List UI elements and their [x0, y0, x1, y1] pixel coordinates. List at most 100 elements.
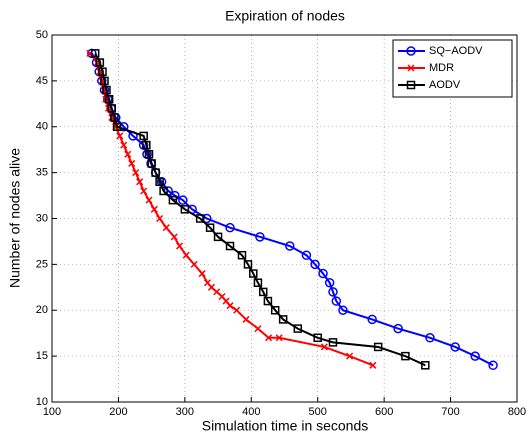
point — [190, 260, 198, 268]
series-line — [94, 52, 426, 367]
point — [242, 315, 250, 323]
legend-marker — [407, 64, 415, 72]
point — [176, 242, 184, 250]
point — [159, 186, 168, 196]
point — [313, 333, 322, 343]
point — [95, 58, 105, 67]
point — [107, 104, 117, 113]
x-tick-label: 500 — [309, 406, 327, 418]
point — [128, 159, 136, 167]
point — [170, 233, 178, 241]
point — [265, 334, 273, 342]
y-tick-label: 25 — [36, 258, 48, 270]
point — [202, 213, 212, 224]
point — [243, 260, 253, 269]
point — [373, 342, 383, 352]
point — [254, 325, 262, 333]
point — [346, 352, 354, 360]
point — [488, 360, 498, 371]
point — [301, 250, 312, 260]
point — [367, 314, 377, 325]
point — [139, 131, 148, 141]
point — [132, 169, 140, 177]
legend-marker — [406, 46, 416, 56]
point — [328, 287, 338, 297]
point — [170, 190, 180, 201]
point — [144, 150, 154, 159]
chart-title: Expiration of nodes — [225, 8, 345, 24]
point — [100, 76, 109, 86]
y-tick-label: 10 — [36, 396, 48, 408]
x-tick-label: 200 — [109, 406, 127, 418]
point — [147, 159, 156, 168]
point — [195, 214, 205, 223]
point — [156, 214, 164, 223]
point — [178, 195, 188, 205]
x-tick-label: 800 — [508, 406, 526, 418]
point — [151, 168, 160, 177]
point — [425, 333, 435, 343]
point — [393, 323, 403, 334]
x-tick-label: 600 — [375, 406, 393, 418]
point — [338, 305, 348, 315]
y-tick-label: 20 — [36, 304, 48, 316]
y-axis-label: Number of nodes alive — [7, 148, 23, 288]
point — [150, 205, 158, 213]
point — [270, 306, 280, 315]
legend-label: MDR — [429, 62, 454, 74]
x-tick-label: 700 — [441, 406, 459, 418]
point — [253, 278, 263, 287]
y-tick-label: 45 — [36, 75, 48, 87]
point — [275, 334, 283, 342]
point — [225, 222, 235, 233]
point — [180, 205, 190, 214]
point — [226, 302, 234, 310]
point — [213, 232, 223, 242]
point — [263, 296, 273, 306]
point — [369, 361, 377, 369]
point — [98, 67, 107, 76]
point — [470, 351, 480, 361]
point — [331, 296, 342, 306]
point — [278, 315, 288, 324]
point — [324, 277, 335, 288]
point — [136, 178, 144, 186]
point — [90, 49, 100, 58]
point — [318, 268, 328, 279]
point — [140, 187, 148, 195]
point — [258, 287, 268, 297]
point — [142, 140, 151, 150]
y-tick-label: 35 — [36, 167, 48, 179]
point — [328, 338, 338, 347]
plot-frame — [51, 34, 518, 403]
point — [233, 306, 241, 314]
legend-marker — [406, 80, 416, 90]
point — [450, 342, 460, 352]
point — [104, 94, 114, 104]
x-tick-label: 400 — [242, 406, 260, 418]
point — [168, 195, 178, 205]
point — [112, 122, 122, 131]
x-tick-label: 100 — [43, 406, 61, 418]
y-tick-label: 30 — [36, 212, 48, 224]
point — [401, 351, 410, 361]
legend-label: SQ−AODV — [429, 45, 483, 57]
point — [255, 232, 265, 242]
point — [293, 324, 303, 333]
legend-label: AODV — [429, 79, 461, 91]
point — [198, 270, 206, 278]
point — [120, 141, 128, 149]
point — [110, 113, 119, 122]
x-axis-label: Simulation time in seconds — [202, 418, 369, 434]
y-tick-label: 40 — [36, 121, 48, 133]
point — [249, 269, 258, 278]
point — [145, 196, 153, 204]
point — [102, 85, 111, 95]
point — [124, 150, 132, 158]
point — [320, 343, 328, 351]
point — [421, 361, 430, 370]
point — [162, 224, 170, 232]
point — [182, 251, 190, 259]
